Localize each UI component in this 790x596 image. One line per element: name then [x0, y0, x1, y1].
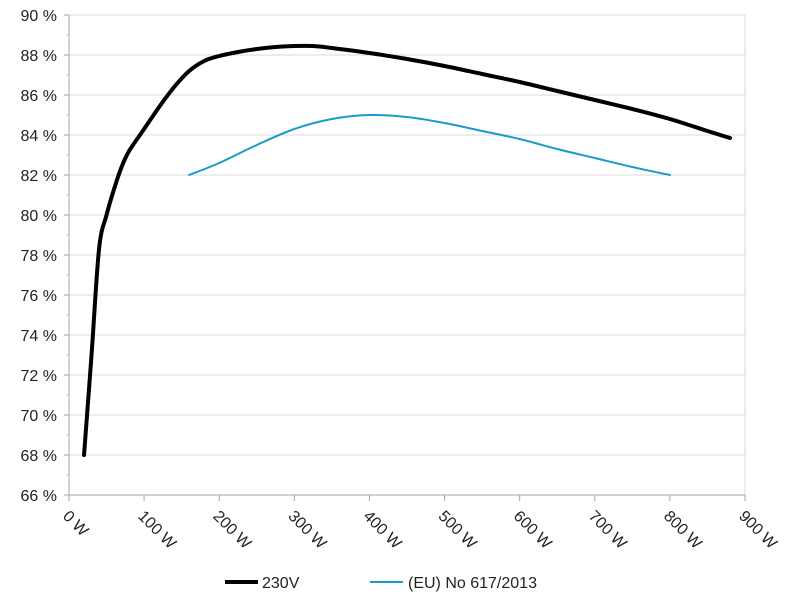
legend-label: 230V [262, 575, 300, 592]
x-tick-label: 400 W [360, 508, 405, 553]
y-tick-label: 66 % [21, 488, 57, 505]
x-tick-label: 100 W [134, 508, 179, 553]
y-tick-label: 68 % [21, 448, 57, 465]
x-tick-label: 900 W [735, 508, 780, 553]
legend: 230V (EU) No 617/2013 [225, 575, 537, 592]
x-tick-label: 600 W [510, 508, 555, 553]
y-tick-label: 90 % [21, 8, 57, 25]
x-tick-label: 700 W [585, 508, 630, 553]
series-line-reference [188, 113, 671, 176]
x-tick-label: 300 W [285, 508, 330, 553]
y-tick-label: 80 % [21, 208, 57, 225]
x-tick-label: 800 W [660, 508, 705, 553]
series-lines [82, 43, 732, 457]
x-tick-label: 0 W [59, 508, 92, 541]
x-tick-labels: 0 W 100 W 200 W 300 W 400 W 500 W 600 W 700 W 80… [59, 508, 780, 553]
y-tick-label: 82 % [21, 168, 57, 185]
y-tick-label: 86 % [21, 88, 57, 105]
y-tick-label: 84 % [21, 128, 57, 145]
legend-label: (EU) No 617/2013 [408, 575, 537, 592]
y-tick-label: 72 % [21, 368, 57, 385]
series-line-primary [82, 43, 732, 457]
axes [64, 14, 746, 501]
y-tick-label: 70 % [21, 408, 57, 425]
x-tick-label: 200 W [209, 508, 254, 553]
gridlines [69, 14, 746, 495]
y-tick-label: 78 % [21, 248, 57, 265]
x-tick-label: 500 W [435, 508, 480, 553]
y-tick-labels: 66 % 68 % 70 % 72 % 74 % 76 % 78 % 80 % 82 % 84 %… [21, 8, 57, 505]
y-tick-label: 76 % [21, 288, 57, 305]
y-tick-label: 74 % [21, 328, 57, 345]
y-tick-label: 88 % [21, 48, 57, 65]
